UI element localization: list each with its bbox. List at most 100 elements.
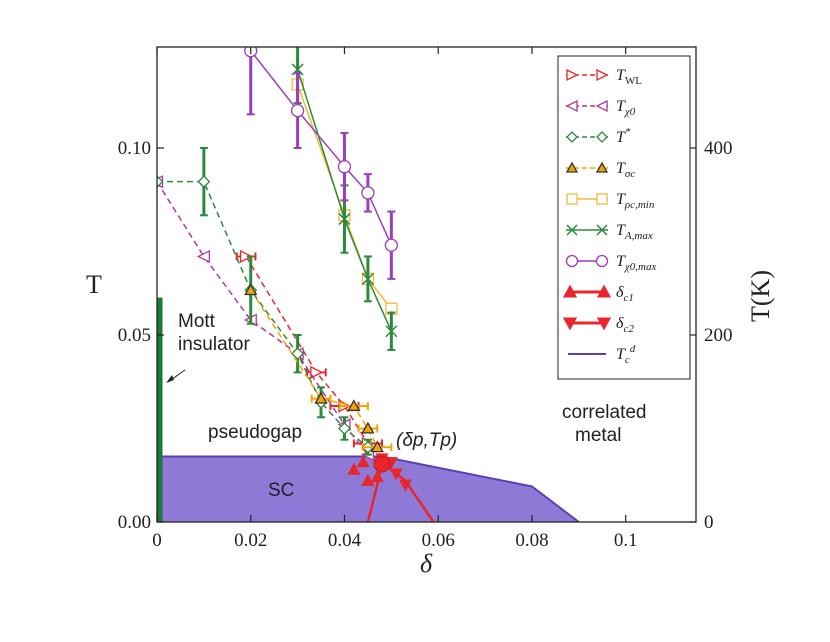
data-point xyxy=(314,391,328,404)
legend-marker xyxy=(566,193,578,205)
data-point xyxy=(157,175,164,189)
data-point xyxy=(384,238,398,252)
legend-marker xyxy=(565,161,579,173)
legend-marker xyxy=(595,254,609,268)
legend-label: Tcd xyxy=(616,343,636,366)
legend-label: Tρc,min xyxy=(616,191,655,211)
y2-tick-label: 0 xyxy=(704,512,714,533)
data-point xyxy=(291,347,305,361)
legend-label: Tχ0 xyxy=(616,98,636,118)
legend-label: δc1 xyxy=(616,284,634,304)
legend-marker xyxy=(562,317,578,331)
legend-label: TWL xyxy=(616,67,642,87)
legend-entry-Tchimax: Tχ0,max xyxy=(565,253,656,273)
delta-c2-point xyxy=(389,468,403,481)
x-axis-label: δ xyxy=(420,549,433,578)
x-tick-label: 0.08 xyxy=(515,530,548,551)
delta-c1-point xyxy=(370,470,384,483)
data-point xyxy=(196,249,211,264)
data-point xyxy=(385,325,398,338)
series-T_WL xyxy=(235,249,383,451)
delta-c2-point xyxy=(398,479,413,492)
tick-group: 0 0.02 0.04 0.06 0.08 0.1 0.00 0.05 0.10 0 200 400 xyxy=(118,47,733,551)
data-point xyxy=(244,283,258,296)
legend-label: Tχ0,max xyxy=(616,253,656,273)
plot-frame xyxy=(156,46,697,523)
pseudogap-label: pseudogap xyxy=(208,422,302,443)
legend-marker xyxy=(596,317,612,331)
legend-label: δc2 xyxy=(616,315,634,335)
legend-marker xyxy=(596,193,608,205)
y-tick-label: 0.00 xyxy=(118,512,151,533)
data-point xyxy=(338,422,351,435)
data-point xyxy=(361,421,375,434)
series-group xyxy=(157,47,413,492)
y2-tick-label: 400 xyxy=(704,138,733,159)
legend-marker xyxy=(566,224,578,236)
data-point xyxy=(239,249,254,264)
data-point xyxy=(310,365,324,379)
metal-label: correlated xyxy=(562,402,647,423)
legend-label: Tσc xyxy=(616,160,635,180)
sc-region xyxy=(157,455,580,522)
legend-marker xyxy=(596,68,609,82)
legend-entry-Tcd: Tcd xyxy=(568,343,636,366)
metal-label-2: metal xyxy=(575,425,621,446)
series-line-T_WL xyxy=(245,256,369,444)
legend-marker xyxy=(562,284,578,298)
legend-entry-dc2: δc2 xyxy=(562,315,634,335)
data-point xyxy=(197,175,211,189)
legend-label: T* xyxy=(616,126,631,146)
legend-marker xyxy=(565,254,579,268)
delta-c1-point xyxy=(361,474,375,486)
mott-label-2: insulator xyxy=(178,334,250,355)
legend-marker xyxy=(566,131,578,143)
y-axis-label: T xyxy=(86,270,102,299)
sc-label: SC xyxy=(268,480,294,501)
series-T_chi0_max xyxy=(244,47,398,280)
y2-axis-label: T(K) xyxy=(746,270,775,322)
legend-marker xyxy=(596,224,608,236)
legend-entry-Tstar: T* xyxy=(566,126,631,146)
data-point xyxy=(370,440,384,453)
series-line-T_chi0 xyxy=(157,181,369,456)
delta-c1-point xyxy=(356,455,370,468)
legend-label: TA,max xyxy=(616,222,653,242)
x-tick-label: 0.04 xyxy=(328,530,362,551)
mott-arrow-head xyxy=(166,375,174,383)
data-point xyxy=(338,213,351,226)
legend-marker xyxy=(595,161,609,173)
x-tick-label: 0.06 xyxy=(422,530,455,551)
data-point xyxy=(361,186,375,200)
legend-marker xyxy=(565,99,578,113)
legend-entry-Tsigma: Tσc xyxy=(565,160,635,180)
critical-point xyxy=(373,455,391,473)
legend-marker xyxy=(596,131,608,143)
legend-entry-Tchi0: Tχ0 xyxy=(565,98,636,118)
legend-marker xyxy=(595,99,608,113)
x-tick-label: 0.02 xyxy=(234,530,267,551)
critical-point-label: (δp,Tp) xyxy=(396,430,457,451)
tcd-line xyxy=(157,455,580,522)
series-line-T_A_max xyxy=(296,69,393,332)
data-point xyxy=(290,103,305,118)
legend-entry-TWL: TWL xyxy=(566,67,642,87)
delta-c1-point xyxy=(347,462,361,475)
legend-entry-dc1: δc1 xyxy=(562,284,634,304)
x-tick-label: 0 xyxy=(152,530,162,551)
x-tick-label: 0.1 xyxy=(614,530,638,551)
data-point xyxy=(337,160,352,174)
data-point xyxy=(361,272,374,285)
legend-box xyxy=(557,55,691,380)
legend: TWL Tχ0 T* Tσc Tρc,min TA,max Tχ0,max δc1 δc2 Tcd xyxy=(557,55,691,380)
y-tick-label: 0.10 xyxy=(118,138,151,159)
y-tick-label: 0.05 xyxy=(118,325,151,346)
y2-tick-label: 200 xyxy=(704,325,733,346)
critical-point-group xyxy=(373,455,391,473)
legend-entry-Trho: Tρc,min xyxy=(566,191,655,211)
legend-entry-TA: TA,max xyxy=(566,222,653,242)
legend-marker xyxy=(596,284,612,298)
data-point xyxy=(347,399,361,412)
sc-fill xyxy=(157,456,579,522)
